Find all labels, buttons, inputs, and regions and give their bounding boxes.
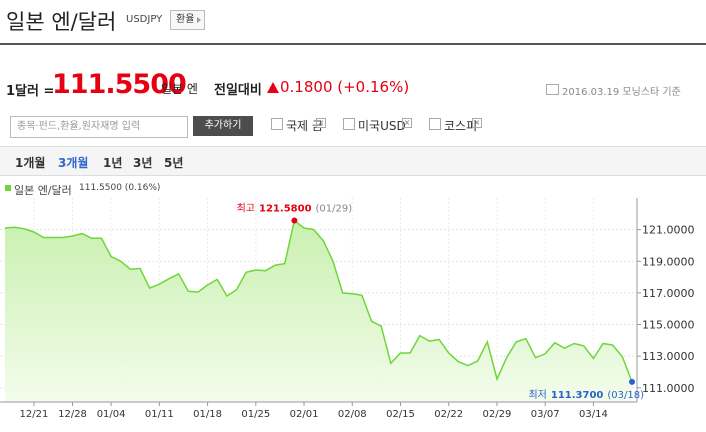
compare-checkbox[interactable] (429, 118, 441, 130)
high-label-part: 121.5800 (259, 203, 312, 214)
x-tick-label: 01/18 (193, 409, 222, 420)
y-tick-label: 119.0000 (642, 255, 695, 268)
x-tick-label: 03/07 (531, 409, 560, 420)
compare-checkbox[interactable] (271, 118, 283, 130)
search-input[interactable]: 종목·펀드,환율,원자재명 입력 (10, 116, 188, 138)
high-marker (291, 217, 298, 224)
x-tick-label: 02/22 (434, 409, 463, 420)
period-tab[interactable]: 1개월 (15, 156, 46, 170)
compare-label[interactable]: 코스피 (444, 119, 478, 133)
compare-label[interactable]: 미국USD (358, 119, 406, 133)
compare-label[interactable]: 국제 금 (286, 119, 323, 133)
x-tick-label: 02/01 (290, 409, 319, 420)
low-label-part: (03/18) (607, 390, 644, 401)
high-label: 최고 121.5800 (01/29) (237, 202, 353, 214)
low-marker (629, 378, 635, 385)
x-tick-label: 01/04 (97, 409, 126, 420)
add-button[interactable]: 추가하기 (193, 116, 253, 136)
legend-swatch (5, 185, 11, 191)
price: 111.5500 (52, 69, 187, 100)
asof-icon (546, 84, 559, 95)
remove-icon[interactable]: × (402, 118, 412, 128)
page-title: 일본 엔/달러 (6, 10, 117, 34)
y-tick-label: 117.0000 (642, 287, 695, 300)
up-arrow (267, 82, 279, 93)
compare-label: 전일대비 (214, 83, 262, 98)
compare-checkbox[interactable] (343, 118, 355, 130)
fx-button[interactable]: 환율 (170, 10, 206, 30)
low-label-part: 최저 (528, 389, 546, 401)
remove-icon[interactable]: × (316, 118, 326, 128)
asof: 2016.03.19 모닝스타 기준 (562, 87, 681, 98)
legend-label: 일본 엔/달러 (14, 184, 72, 197)
per-label: 1달러 = (6, 84, 55, 99)
period-tabs (0, 146, 706, 176)
x-tick-label: 02/29 (483, 409, 512, 420)
y-tick-label: 121.0000 (642, 224, 695, 237)
period-tab[interactable]: 3개월 (58, 156, 89, 170)
area-fill (5, 220, 632, 402)
period-tab[interactable]: 1년 (103, 156, 123, 170)
unit: 일본 엔 (161, 82, 198, 96)
y-tick-label: 113.0000 (642, 350, 695, 363)
y-tick-label: 111.0000 (642, 382, 695, 395)
remove-icon[interactable]: × (472, 118, 482, 128)
x-tick-label: 01/11 (145, 409, 174, 420)
high-label-part: (01/29) (316, 203, 353, 214)
chart: 111.0000 113.0000 115.0000 117.0000 119.0000… (0, 198, 695, 420)
x-tick-label: 02/15 (386, 409, 415, 420)
x-tick-label: 02/08 (338, 409, 367, 420)
low-label: 최저 111.3700 (03/18) (528, 389, 644, 401)
period-tab[interactable]: 5년 (164, 156, 184, 170)
period-tab[interactable]: 3년 (133, 156, 153, 170)
x-tick-label: 12/28 (58, 409, 87, 420)
ticker-code: USDJPY (126, 14, 163, 25)
y-tick-label: 115.0000 (642, 319, 695, 332)
header-rule (0, 43, 706, 45)
x-tick-label: 01/25 (241, 409, 270, 420)
low-label-part: 111.3700 (551, 390, 604, 401)
line (4, 219, 633, 383)
x-tick-label: 03/14 (579, 409, 608, 420)
legend-value: 111.5500 (0.16%) (79, 183, 161, 193)
x-tick-label: 12/21 (20, 409, 49, 420)
high-label-part: 최고 (237, 202, 255, 214)
change: 0.1800 (+0.16%) (280, 78, 410, 96)
